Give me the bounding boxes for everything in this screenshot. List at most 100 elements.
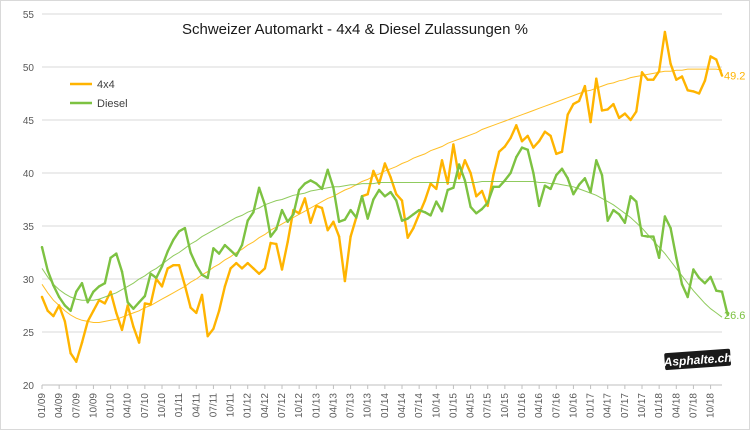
x-tick-label: 04/12 (260, 393, 271, 418)
data-point-4x4 (543, 130, 547, 133)
legend-label-diesel: Diesel (97, 98, 128, 110)
data-point-4x4 (423, 199, 427, 202)
data-point-diesel (595, 159, 598, 162)
y-tick-label: 35 (23, 222, 35, 233)
x-tick-label: 10/09 (88, 393, 99, 418)
data-point-4x4 (400, 199, 404, 202)
x-tick-label: 07/11 (208, 393, 219, 418)
data-point-diesel (669, 226, 672, 230)
data-point-diesel (617, 213, 621, 216)
data-point-diesel (715, 289, 718, 292)
y-tick-label: 50 (23, 63, 35, 74)
data-point-4x4 (337, 235, 341, 238)
data-point-diesel (137, 301, 141, 304)
x-tick-label: 01/15 (448, 393, 459, 418)
data-point-4x4 (629, 118, 632, 122)
x-tick-label: 07/15 (483, 393, 494, 418)
watermark-logo: Asphalte.ch (662, 348, 732, 371)
data-point-4x4 (697, 92, 701, 95)
data-point-diesel (132, 307, 135, 310)
data-point-diesel (509, 171, 512, 175)
x-tick-label: 04/11 (191, 393, 202, 418)
data-point-4x4 (115, 311, 118, 315)
data-point-diesel (332, 186, 335, 189)
data-point-diesel (240, 243, 244, 247)
data-point-diesel (286, 220, 289, 223)
data-point-diesel (475, 212, 478, 215)
data-point-4x4 (137, 341, 141, 344)
data-point-4x4 (537, 140, 541, 143)
data-point-4x4 (680, 75, 684, 78)
data-point-4x4 (183, 284, 187, 287)
data-point-4x4 (206, 335, 209, 338)
x-tick-label: 01/10 (106, 393, 117, 418)
data-point-diesel (457, 163, 461, 166)
data-point-4x4 (463, 159, 467, 162)
data-point-diesel (126, 301, 129, 304)
data-point-4x4 (69, 352, 72, 355)
data-point-4x4 (309, 221, 312, 224)
data-point-diesel (235, 254, 238, 257)
data-point-4x4 (600, 109, 604, 112)
data-point-4x4 (160, 285, 164, 288)
legend-label-4x4: 4x4 (97, 79, 115, 91)
x-tick-label: 10/16 (568, 393, 579, 418)
data-point-diesel (75, 290, 78, 293)
data-point-4x4 (143, 302, 147, 305)
data-point-4x4 (40, 295, 44, 299)
data-point-4x4 (172, 264, 175, 267)
data-point-4x4 (389, 176, 392, 179)
data-point-4x4 (583, 84, 587, 88)
data-point-4x4 (412, 226, 415, 230)
data-point-diesel (686, 295, 689, 299)
data-point-4x4 (509, 136, 512, 140)
data-point-diesel (560, 167, 564, 170)
data-point-4x4 (675, 78, 678, 81)
data-point-4x4 (200, 293, 204, 297)
data-point-4x4 (577, 99, 581, 103)
x-tick-label: 01/17 (586, 393, 597, 418)
data-point-diesel (223, 243, 227, 247)
data-point-4x4 (286, 240, 289, 244)
data-point-4x4 (635, 110, 638, 113)
data-point-diesel (423, 211, 427, 214)
data-point-4x4 (235, 261, 238, 265)
end-label-diesel: 26.6 (724, 310, 745, 322)
data-point-4x4 (669, 62, 672, 65)
data-point-diesel (366, 217, 369, 220)
data-point-4x4 (589, 120, 592, 124)
x-tick-label: 07/16 (551, 393, 562, 418)
x-tick-label: 01/13 (311, 393, 322, 418)
data-point-diesel (172, 238, 175, 241)
data-point-4x4 (692, 90, 695, 93)
data-point-diesel (640, 234, 644, 237)
data-point-diesel (183, 226, 187, 230)
data-point-4x4 (572, 102, 575, 106)
data-point-diesel (206, 276, 209, 280)
data-point-diesel (440, 210, 444, 213)
data-point-4x4 (595, 77, 598, 80)
data-point-diesel (383, 195, 387, 198)
x-tick-label: 04/15 (466, 393, 477, 418)
x-tick-label: 01/18 (654, 393, 665, 418)
data-point-diesel (97, 285, 101, 288)
data-point-diesel (703, 282, 707, 285)
data-point-diesel (297, 188, 301, 192)
data-point-4x4 (480, 189, 484, 193)
y-tick-label: 40 (23, 169, 35, 180)
data-point-diesel (463, 179, 467, 182)
data-point-4x4 (177, 264, 181, 267)
data-point-diesel (212, 247, 215, 250)
data-point-diesel (57, 295, 61, 299)
data-point-4x4 (457, 177, 461, 180)
x-tick-label: 01/16 (517, 393, 528, 418)
x-tick-label: 10/17 (637, 393, 648, 418)
data-point-4x4 (657, 70, 661, 73)
data-point-diesel (309, 179, 312, 182)
data-point-diesel (315, 182, 318, 185)
x-tick-label: 04/17 (603, 393, 614, 418)
x-tick-label: 10/15 (500, 393, 511, 418)
data-point-4x4 (686, 89, 689, 92)
data-point-diesel (63, 304, 67, 307)
data-point-4x4 (406, 236, 409, 239)
